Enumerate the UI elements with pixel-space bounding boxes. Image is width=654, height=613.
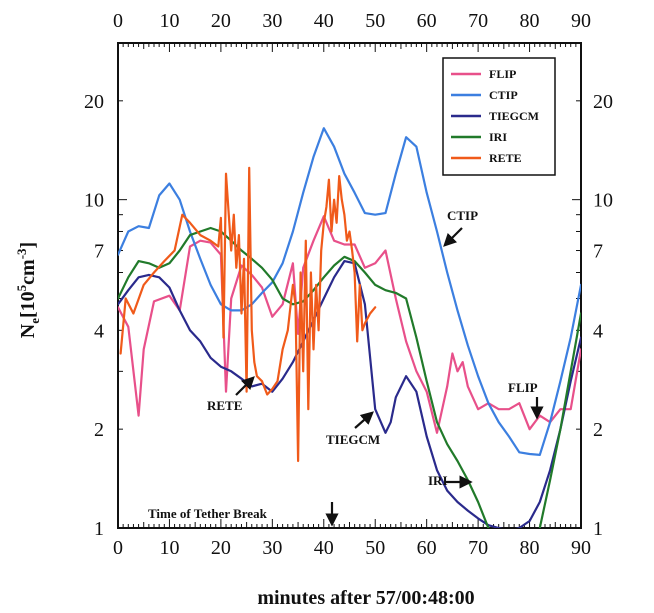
annotation-layer: CTIP RETE TIEGCM IRI FLIP Time of Tether Brea… <box>148 208 544 527</box>
y-tick-label-left: 4 <box>94 320 104 342</box>
annotation-time-of-tether-break: Time of Tether Break <box>148 506 268 521</box>
x-axis-title: minutes after 57/00:48:00 <box>257 587 474 609</box>
x-tick-label-top: 20 <box>211 10 231 32</box>
y-tick-label-left: 10 <box>84 190 104 212</box>
annotation-iri: IRI <box>428 473 448 488</box>
x-tick-label-bottom: 10 <box>159 537 179 559</box>
y-tick-label-right: 1 <box>593 518 603 540</box>
x-tick-label-top: 60 <box>417 10 437 32</box>
x-tick-label-bottom: 80 <box>520 537 540 559</box>
x-tick-label-bottom: 20 <box>211 537 231 559</box>
series-line-rete <box>119 166 377 463</box>
x-tick-label-top: 40 <box>314 10 334 32</box>
y-axis-title-tail: cm <box>17 259 39 285</box>
x-tick-label-bottom: 30 <box>262 537 282 559</box>
y-tick-label-right: 10 <box>593 190 613 212</box>
annotation-tiegcm: TIEGCM <box>326 432 380 447</box>
legend: FLIP CTIP TIEGCM IRI RETE <box>442 57 556 176</box>
x-tick-label-top: 0 <box>113 10 123 32</box>
annotation-arrow-tiegcm <box>354 411 374 429</box>
x-tick-label-top: 90 <box>571 10 591 32</box>
legend-label-flip: FLIP <box>489 67 516 81</box>
y-axis-title-unit: [10 <box>17 291 39 318</box>
legend-label-iri: IRI <box>489 130 507 144</box>
legend-label-rete: RETE <box>489 151 522 165</box>
y-tick-label-right: 7 <box>593 241 603 263</box>
x-tick-label-top: 30 <box>262 10 282 32</box>
legend-label-ctip: CTIP <box>489 88 518 102</box>
x-tick-label-top: 80 <box>520 10 540 32</box>
y-axis-title-main: N <box>17 323 39 338</box>
y-tick-label-right: 4 <box>593 320 603 342</box>
series-line-tiegcm <box>118 260 581 528</box>
y-tick-label-left: 1 <box>94 518 104 540</box>
axes-layer: 0010102020303040405050606070708080909012… <box>84 10 613 559</box>
legend-label-tiegcm: TIEGCM <box>489 109 539 123</box>
annotation-rete: RETE <box>207 398 242 413</box>
series-layer <box>118 127 581 528</box>
y-axis-title-exp: 5 <box>14 284 29 291</box>
x-tick-label-bottom: 70 <box>468 537 488 559</box>
y-axis-title-end: ] <box>17 242 39 249</box>
annotation-arrow-ctip <box>443 227 463 247</box>
y-tick-label-left: 7 <box>94 241 104 263</box>
series-line-iri <box>118 226 581 528</box>
y-tick-label-right: 2 <box>593 419 603 441</box>
annotation-ctip: CTIP <box>447 208 478 223</box>
x-tick-label-top: 50 <box>365 10 385 32</box>
annotation-flip: FLIP <box>508 380 538 395</box>
x-tick-label-bottom: 40 <box>314 537 334 559</box>
y-axis-title-exp2: -3 <box>14 248 29 259</box>
y-axis-title: Ne[105cm-3] <box>14 242 42 338</box>
series-line-flip <box>118 215 581 434</box>
y-tick-label-right: 20 <box>593 91 613 113</box>
series-line-ctip <box>118 127 581 456</box>
x-tick-label-top: 10 <box>159 10 179 32</box>
x-tick-label-bottom: 50 <box>365 537 385 559</box>
x-tick-label-bottom: 90 <box>571 537 591 559</box>
y-tick-label-left: 2 <box>94 419 104 441</box>
x-tick-label-top: 70 <box>468 10 488 32</box>
x-tick-label-bottom: 0 <box>113 537 123 559</box>
annotation-arrow-rete <box>235 376 255 396</box>
y-axis-title-sub: e <box>27 318 42 324</box>
x-tick-label-bottom: 60 <box>417 537 437 559</box>
y-tick-label-left: 20 <box>84 91 104 113</box>
